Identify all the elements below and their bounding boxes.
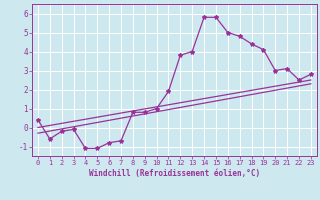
X-axis label: Windchill (Refroidissement éolien,°C): Windchill (Refroidissement éolien,°C) xyxy=(89,169,260,178)
